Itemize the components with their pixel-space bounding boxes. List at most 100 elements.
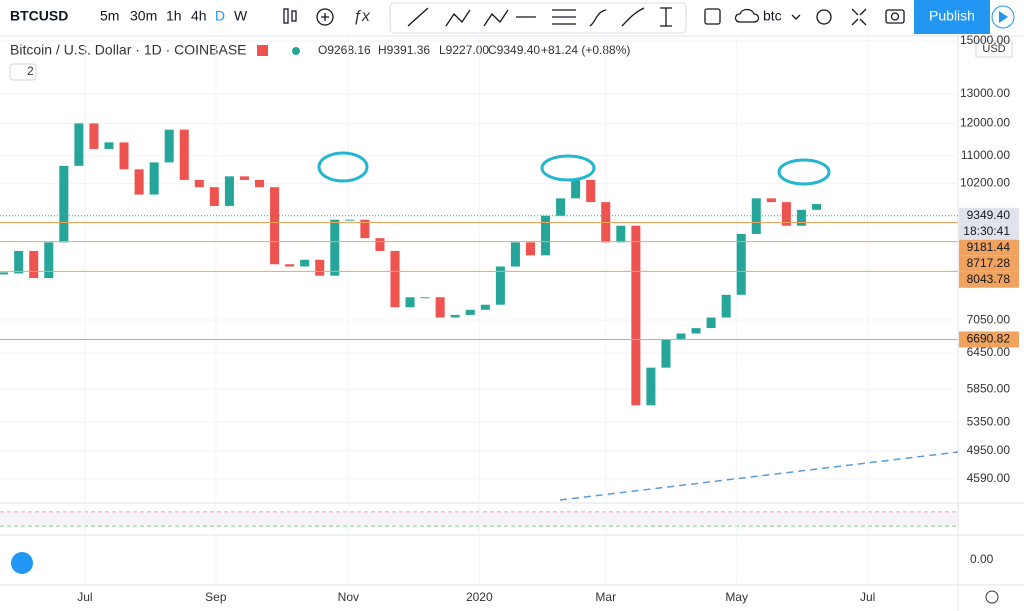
candle <box>510 242 520 267</box>
candle <box>164 129 174 163</box>
y-tick-label: 4590.00 <box>967 471 1011 485</box>
fx-icon[interactable]: ƒx <box>353 8 371 25</box>
publish-label[interactable]: Publish <box>929 8 975 24</box>
candle <box>285 264 295 267</box>
candle <box>465 309 475 315</box>
candle <box>586 179 596 203</box>
badge-text: 2 <box>27 64 34 78</box>
x-tick-label: Mar <box>595 590 616 604</box>
candle <box>239 176 249 180</box>
x-tick-label: Jul <box>77 590 92 604</box>
level-label: 8717.28 <box>967 256 1011 270</box>
candle <box>736 233 746 295</box>
candle <box>119 142 129 170</box>
candle <box>541 215 551 256</box>
search-text[interactable]: btc <box>763 8 782 24</box>
currency-box <box>975 40 1013 58</box>
publish-button[interactable] <box>914 0 990 34</box>
level-label-box <box>959 331 1019 348</box>
camera-icon[interactable] <box>885 9 905 24</box>
level-label-box <box>959 255 1019 272</box>
candle <box>375 238 385 251</box>
candle <box>390 250 400 308</box>
symbol[interactable]: BTCUSD <box>10 8 68 24</box>
candle <box>676 333 686 339</box>
candle-icon[interactable] <box>283 8 289 24</box>
candle <box>255 179 265 188</box>
market-flag <box>257 45 268 56</box>
level-label-box <box>959 271 1019 288</box>
candle-icon[interactable] <box>291 10 297 22</box>
price-pane: 15000.00 13000.00 12000.00 11000.00 10200.00… <box>0 33 1019 604</box>
y-tick-label: 13000.00 <box>960 86 1010 100</box>
interval[interactable]: W <box>234 8 248 24</box>
y-tick-label: 4950.00 <box>967 443 1011 457</box>
ohlc-value: H9391.36 <box>378 43 430 57</box>
candle <box>149 162 159 195</box>
add-icon[interactable] <box>316 8 334 26</box>
settings-icon[interactable] <box>816 9 832 25</box>
candle <box>89 123 99 149</box>
play-icon <box>999 11 1008 23</box>
candle <box>209 187 219 206</box>
candle <box>435 297 445 318</box>
y-tick-label: 11000.00 <box>961 148 1010 162</box>
countdown: 18:30:41 <box>963 224 1010 238</box>
interval[interactable]: 4h <box>191 8 207 24</box>
candle <box>179 129 189 180</box>
cloud-icon[interactable] <box>734 8 760 23</box>
axis-settings[interactable] <box>985 590 999 604</box>
y-tick-label: 7050.00 <box>967 312 1011 326</box>
candle <box>44 242 54 279</box>
y-tick-label: 10200.00 <box>960 176 1010 190</box>
x-tick-label: Jul <box>860 590 875 604</box>
y-tick-label: 12000.00 <box>960 116 1010 130</box>
candle <box>525 242 535 256</box>
interval[interactable]: 1h <box>166 8 182 24</box>
y-tick-label: 6450.00 <box>967 345 1011 359</box>
candle <box>646 367 656 406</box>
x-tick-label: May <box>725 590 748 604</box>
candle <box>14 250 24 274</box>
badge[interactable] <box>9 63 37 81</box>
legend-title: Bitcoin / U.S. Dollar · 1D · COINBASE <box>10 42 247 58</box>
live-dot <box>292 47 300 55</box>
interval[interactable]: 30m <box>130 8 157 24</box>
last-price-label-box <box>959 207 1019 224</box>
layout-icon[interactable] <box>704 8 721 25</box>
candle <box>74 123 84 166</box>
candle <box>315 259 325 276</box>
drawing-tools[interactable] <box>407 7 672 27</box>
indicator-logo <box>11 552 33 574</box>
level-label-box <box>959 239 1019 256</box>
candle <box>300 259 310 267</box>
candle <box>330 219 340 276</box>
candle <box>134 169 144 195</box>
candle <box>721 294 731 318</box>
candle <box>766 198 776 203</box>
ohlc-value: +81.24 (+0.88%) <box>541 43 630 57</box>
candle <box>194 179 204 188</box>
annotations <box>317 151 831 186</box>
last-price-label: 9349.40 <box>967 208 1011 222</box>
candle <box>270 187 280 265</box>
candle <box>556 198 566 216</box>
ohlc-value: O9268.16 <box>318 43 371 57</box>
candle <box>450 314 460 318</box>
y-tick-label: 5850.00 <box>967 381 1011 395</box>
candle <box>796 209 806 226</box>
interval[interactable]: 5m <box>100 8 119 24</box>
candle <box>480 304 490 310</box>
countdown-box <box>959 223 1019 240</box>
ohlc-value: C9349.40 <box>488 43 540 57</box>
interval[interactable]: D <box>215 8 225 24</box>
fullscreen-icon[interactable] <box>851 8 867 26</box>
y-tick-label: 5350.00 <box>967 414 1011 428</box>
candle <box>691 328 701 334</box>
trend-line <box>559 451 959 501</box>
candle <box>345 219 355 221</box>
drawing-toolbar <box>389 2 687 34</box>
x-tick-label: Sep <box>205 590 227 604</box>
